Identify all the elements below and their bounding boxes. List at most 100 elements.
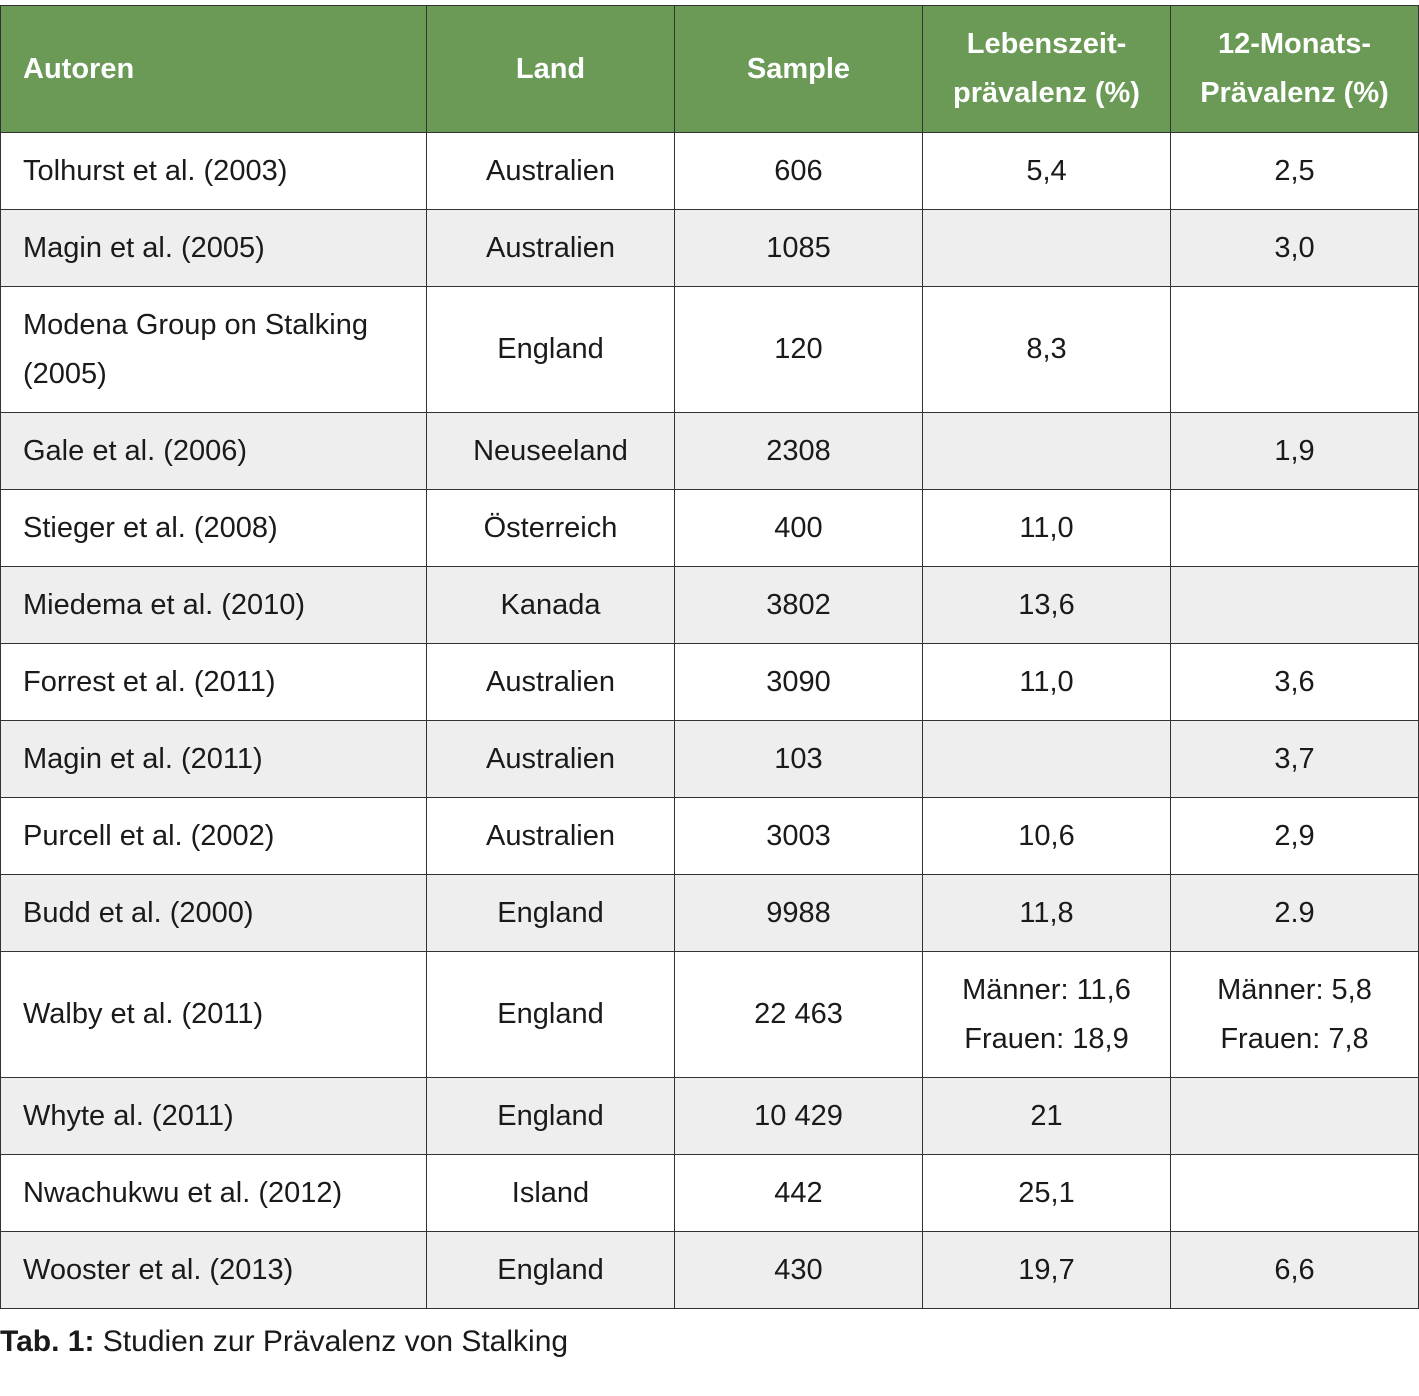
- study-table: Autoren Land Sample Lebenszeit-prävalenz (%…: [0, 5, 1419, 1309]
- table-cell: 25,1: [922, 1154, 1171, 1232]
- table-row: Purcell et al. (2002) Australien 3003 10,6 2…: [0, 797, 1419, 875]
- cell-line: Sample: [746, 52, 851, 85]
- cell-line: 12-Monats-: [1217, 28, 1372, 60]
- header-cell: Autoren: [0, 5, 427, 133]
- table-cell: [1170, 489, 1419, 567]
- table-cell: England: [426, 286, 675, 413]
- header-cell: Sample: [674, 5, 923, 133]
- table-cell: [922, 412, 1171, 490]
- table-cell: England: [426, 951, 675, 1078]
- table-row: Miedema et al. (2010) Kanada 3802 13,6: [0, 566, 1419, 644]
- table-cell: 3,0: [1170, 209, 1419, 287]
- caption-text: Studien zur Prävalenz von Stalking: [102, 1325, 569, 1358]
- table-cell: Magin et al. (2005): [0, 209, 427, 287]
- table-cell: Magin et al. (2011): [0, 720, 427, 798]
- caption-label: Tab. 1:: [0, 1325, 95, 1358]
- cell-line: Autoren: [23, 52, 135, 85]
- table-row: Magin et al. (2005) Australien 1085 3,0: [0, 209, 1419, 287]
- table-cell: 13,6: [922, 566, 1171, 644]
- table-cell: Island: [426, 1154, 675, 1232]
- table-cell: Kanada: [426, 566, 675, 644]
- table-cell: [1170, 1077, 1419, 1155]
- header-cell: 12-Monats- Prävalenz (%): [1170, 5, 1419, 133]
- cell-line: prävalenz (%): [953, 77, 1140, 109]
- table-cell: Whyte al. (2011): [0, 1077, 427, 1155]
- table-cell: 19,7: [922, 1231, 1171, 1309]
- table-cell: [1170, 566, 1419, 644]
- table-cell: Walby et al. (2011): [0, 951, 427, 1078]
- cell-line: Frauen: 7,8: [1220, 1022, 1369, 1055]
- table-cell: Wooster et al. (2013): [0, 1231, 427, 1309]
- table-cell: Stieger et al. (2008): [0, 489, 427, 567]
- table-cell: 430: [674, 1231, 923, 1309]
- table-cell: England: [426, 1231, 675, 1309]
- table-cell: Australien: [426, 797, 675, 875]
- table-header: Autoren Land Sample Lebenszeit-prävalenz (%…: [0, 5, 1419, 133]
- header-cell: Land: [426, 5, 675, 133]
- table-cell: 3,6: [1170, 643, 1419, 721]
- table-cell: Forrest et al. (2011): [0, 643, 427, 721]
- table-row: Budd et al. (2000) England 9988 11,8 2.9: [0, 874, 1419, 952]
- table-cell: 3,7: [1170, 720, 1419, 798]
- table-row: Walby et al. (2011) England 22 463 Männer: …: [0, 951, 1419, 1078]
- table-cell: 10,6: [922, 797, 1171, 875]
- table-cell: 10 429: [674, 1077, 923, 1155]
- table-row: Nwachukwu et al. (2012) Island 442 25,1: [0, 1154, 1419, 1232]
- table-cell: 1,9: [1170, 412, 1419, 490]
- table-cell: Budd et al. (2000): [0, 874, 427, 952]
- table-cell: 3090: [674, 643, 923, 721]
- cell-line: Frauen: 18,9: [964, 1022, 1129, 1055]
- table-row: Magin et al. (2011) Australien 103 3,7: [0, 720, 1419, 798]
- table-cell: Australien: [426, 720, 675, 798]
- table-cell: 2,9: [1170, 797, 1419, 875]
- table-cell: [1170, 1154, 1419, 1232]
- table-row: Whyte al. (2011) England 10 429 21: [0, 1077, 1419, 1155]
- table-cell: Purcell et al. (2002): [0, 797, 427, 875]
- table-cell: Männer: 11,6 Frauen: 18,9: [922, 951, 1171, 1078]
- table-cell: [922, 209, 1171, 287]
- table-cell: Tolhurst et al. (2003): [0, 132, 427, 210]
- cell-line: Prävalenz (%): [1200, 77, 1389, 109]
- table-row: Wooster et al. (2013) England 430 19,7 6,6: [0, 1231, 1419, 1309]
- table-cell: Modena Group on Stalking (2005): [0, 286, 427, 413]
- table-cell: Miedema et al. (2010): [0, 566, 427, 644]
- table-cell: 2,5: [1170, 132, 1419, 210]
- table-row: Forrest et al. (2011) Australien 3090 11,0 3…: [0, 643, 1419, 721]
- table-cell: 3802: [674, 566, 923, 644]
- table-cell: Neuseeland: [426, 412, 675, 490]
- table-cell: 103: [674, 720, 923, 798]
- table-cell: 6,6: [1170, 1231, 1419, 1309]
- table-cell: 3003: [674, 797, 923, 875]
- table-cell: 120: [674, 286, 923, 413]
- table-cell: 2308: [674, 412, 923, 490]
- caption: Tab. 1: Studien zur Prävalenz von Stalki…: [0, 1325, 568, 1359]
- table-cell: England: [426, 874, 675, 952]
- cell-line: Land: [515, 52, 586, 85]
- table-cell: 1085: [674, 209, 923, 287]
- table-cell: England: [426, 1077, 675, 1155]
- header-row: Autoren Land Sample Lebenszeit-prävalenz (%…: [0, 5, 1419, 133]
- table-row: Tolhurst et al. (2003) Australien 606 5,4 2,…: [0, 132, 1419, 210]
- table-row: Stieger et al. (2008) Österreich 400 11,0: [0, 489, 1419, 567]
- table-body: Tolhurst et al. (2003) Australien 606 5,4 2,…: [0, 132, 1419, 1309]
- table-cell: [1170, 286, 1419, 413]
- table-cell: Gale et al. (2006): [0, 412, 427, 490]
- cell-line: Männer: 11,6: [962, 973, 1131, 1006]
- table-cell: Australien: [426, 132, 675, 210]
- cell-line: Männer: 5,8: [1217, 973, 1372, 1006]
- header-cell: Lebenszeit-prävalenz (%): [922, 5, 1171, 133]
- table-cell: 2.9: [1170, 874, 1419, 952]
- table-cell: 11,0: [922, 643, 1171, 721]
- table-cell: 9988: [674, 874, 923, 952]
- cell-line: Lebenszeit-: [966, 28, 1127, 60]
- table-cell: 11,8: [922, 874, 1171, 952]
- table-cell: [922, 720, 1171, 798]
- table-cell: 8,3: [922, 286, 1171, 413]
- table-cell: Österreich: [426, 489, 675, 567]
- table-cell: Australien: [426, 209, 675, 287]
- table-cell: 22 463: [674, 951, 923, 1078]
- table-row: Modena Group on Stalking (2005) England 12…: [0, 286, 1419, 413]
- table-row: Gale et al. (2006) Neuseeland 2308 1,9: [0, 412, 1419, 490]
- table-cell: 606: [674, 132, 923, 210]
